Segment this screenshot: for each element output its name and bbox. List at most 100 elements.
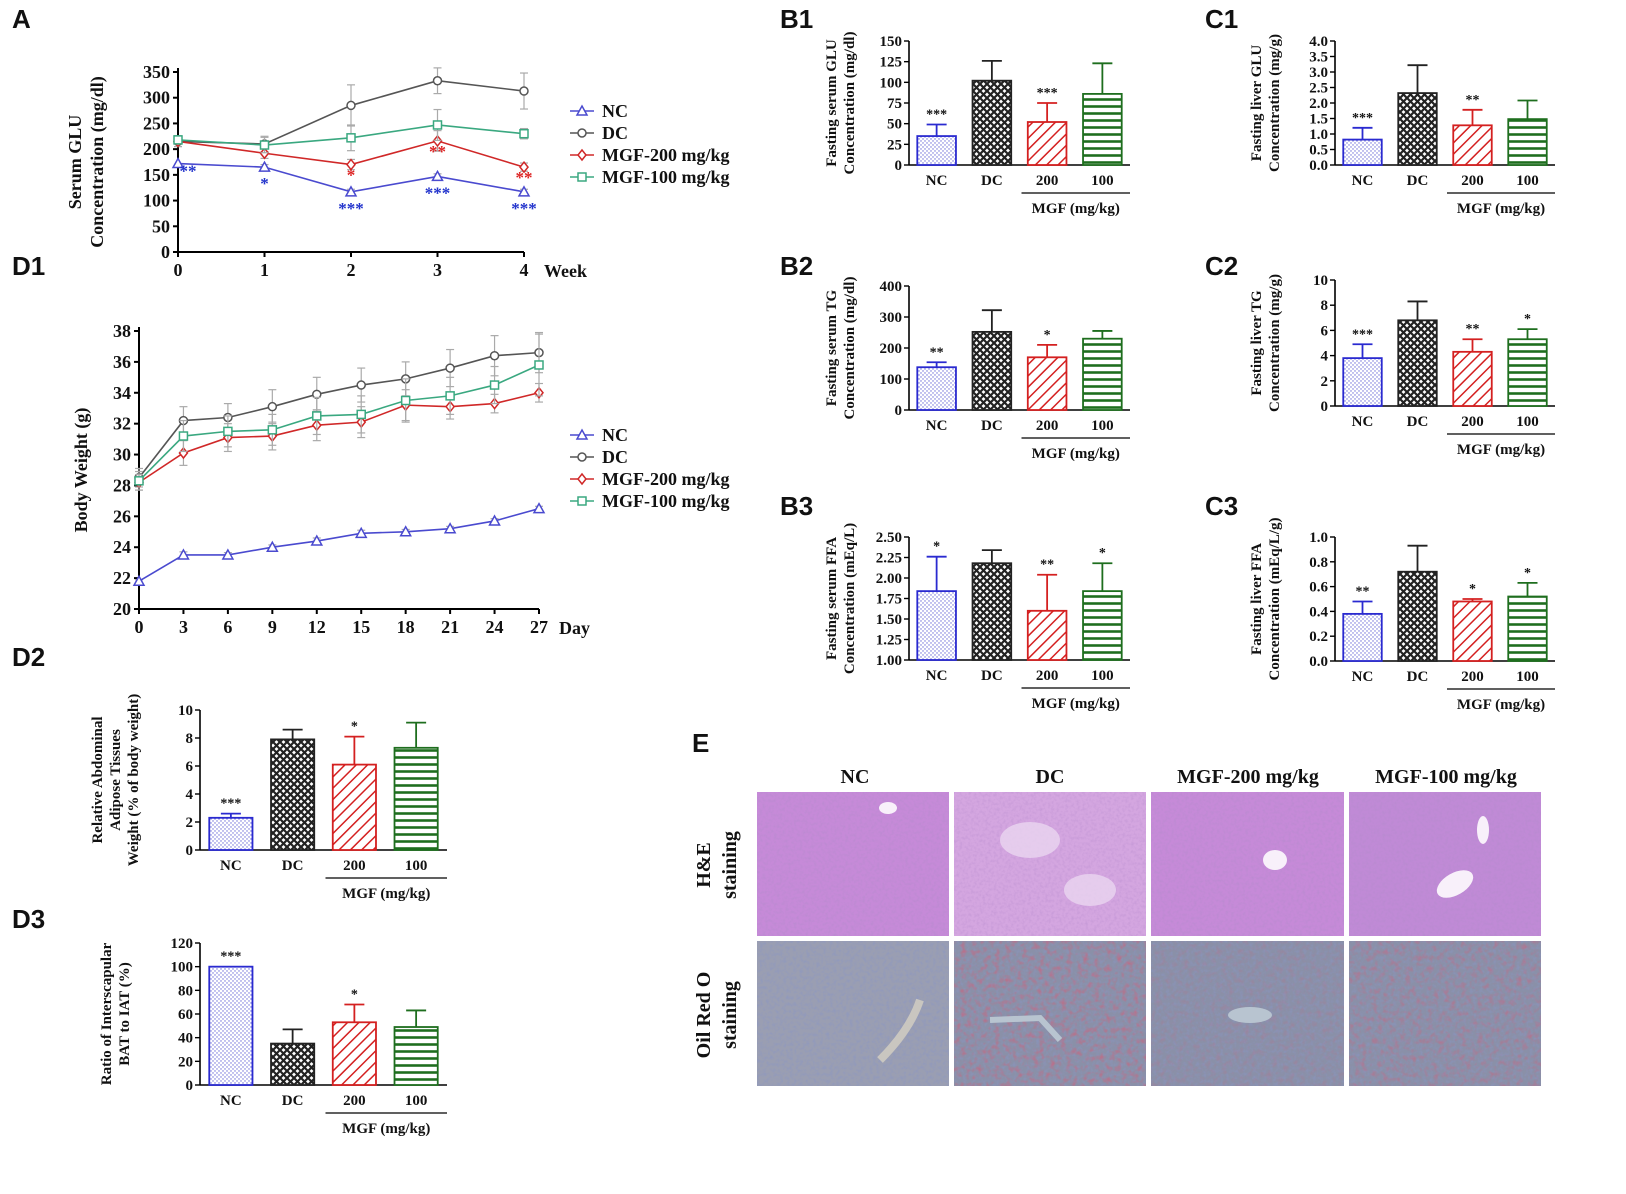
C2-ylabel-line-1: Concentration (mg/g): [1267, 274, 1283, 412]
B3-ylabel-line-1: Concentration (mEq/L): [842, 523, 858, 674]
y-tick-label: 0.6: [1309, 580, 1328, 596]
data-point: [346, 158, 356, 171]
bar-group-nc: *** NC: [1342, 111, 1383, 189]
C1-ylabel: Fasting liver GLU Concentration (mg/g): [1249, 34, 1283, 172]
A-ylabel-line-0: Serum GLU: [65, 115, 85, 210]
data-point: [267, 401, 278, 412]
panel-label-b2: B2: [780, 251, 813, 281]
panel-label-b3: B3: [780, 491, 813, 521]
y-tick-label: 2.5: [1309, 81, 1328, 97]
oro-image-dc: [954, 941, 1146, 1086]
x-tick-label: 6: [223, 617, 232, 637]
y-tick-label: 100: [880, 372, 903, 388]
panel-label-c3: C3: [1205, 491, 1238, 521]
data-point: [354, 526, 368, 539]
data-point: [258, 160, 271, 172]
x-tick-label: DC: [282, 1093, 304, 1109]
C1-ylabel-line-0: Fasting liver GLU: [1249, 45, 1265, 162]
D1-ylabel-line-0: Body Weight (g): [71, 408, 92, 533]
x-tick-label: DC: [981, 418, 1003, 434]
x-tick-label: 15: [352, 617, 370, 637]
y-tick-label: 60: [178, 1007, 193, 1023]
x-axis-label: Week: [544, 261, 587, 281]
bar-group-100: 100: [393, 1009, 439, 1109]
column-label-mgf200: MGF-200 mg/kg: [1177, 766, 1319, 788]
y-tick-label: 0.8: [1309, 555, 1328, 571]
data-point: [445, 363, 455, 373]
y-tick-label: 1.00: [876, 653, 902, 669]
B2-ylabel: Fasting serum TG Concentration (mg/dl): [824, 277, 858, 420]
y-tick-label: 4: [186, 787, 194, 803]
y-tick-label: 6: [1321, 323, 1329, 339]
data-point: [432, 75, 443, 86]
row-label-oro-line1: Oil Red O: [693, 972, 715, 1059]
significance-label: **: [930, 345, 944, 360]
significance-label: *: [351, 988, 358, 1003]
x-tick-label: 24: [486, 617, 504, 637]
he-image-nc: [757, 792, 949, 936]
y-tick-label: 0: [186, 843, 194, 859]
data-point: [173, 135, 183, 145]
data-point: [356, 380, 366, 390]
y-tick-label: 1.0: [1309, 530, 1328, 546]
bar-group-200: ** 200: [1452, 93, 1493, 189]
y-tick-label: 150: [880, 34, 903, 50]
D2-ylabel: Relative Abdominal Adipose Tissues Weight …: [90, 694, 142, 867]
data-point: [344, 185, 358, 197]
y-tick-label: 50: [152, 216, 170, 236]
x-tick-label: 9: [268, 617, 277, 637]
significance-label: **: [1466, 93, 1480, 108]
y-tick-label: 0: [161, 242, 170, 262]
bar: [1342, 357, 1383, 407]
bar-group-100: 100: [393, 721, 439, 874]
D1-ylabel: Body Weight (g): [71, 408, 92, 533]
data-point: [519, 86, 529, 96]
bar-group-dc: DC: [971, 59, 1013, 189]
y-tick-label: 30: [113, 445, 131, 465]
y-tick-label: 38: [113, 321, 131, 341]
bar: [393, 746, 439, 851]
oro-image-nc: [757, 941, 949, 1086]
significance-label: ***: [220, 950, 241, 965]
C2-ylabel: Fasting liver TG Concentration (mg/g): [1249, 274, 1283, 412]
data-point: [431, 169, 444, 182]
bar-group-nc: ** NC: [916, 345, 957, 434]
he-image-mgf200: [1151, 792, 1344, 936]
C1-ylabel-line-1: Concentration (mg/g): [1267, 34, 1283, 172]
significance-label: *: [351, 720, 358, 735]
y-tick-label: 10: [178, 703, 193, 719]
y-tick-label: 1.5: [1309, 112, 1328, 128]
series-mgf-100-mg-kg: [134, 333, 544, 491]
chart-a: A 0 50 100 150 200 250 300 350 0 1 2 3 4 Week Serum GLU…: [12, 4, 730, 281]
legend-marker: [577, 472, 587, 486]
x-tick-label: DC: [981, 668, 1003, 684]
y-tick-label: 40: [178, 1031, 193, 1047]
y-tick-label: 3.5: [1309, 50, 1328, 66]
significance-label: ***: [926, 107, 947, 122]
significance-label: *: [1524, 312, 1531, 327]
bar: [208, 965, 254, 1086]
chart-c2: C2 0 2 4 6 8 10 *** NC DC ** 200 * 100 MGF (mg/kg) Fast…: [1205, 251, 1555, 458]
legend-label: MGF-200 mg/kg: [602, 145, 730, 165]
significance-label: *: [1099, 546, 1106, 561]
legend-marker: [577, 148, 587, 162]
series-mgf-100-mg-kg: [173, 108, 529, 154]
bar: [1397, 570, 1438, 662]
x-tick-label: 100: [1516, 414, 1539, 430]
y-tick-label: 22: [113, 568, 131, 588]
bar-group-nc: *** NC: [208, 797, 254, 874]
legend-label: NC: [602, 101, 628, 121]
panel-label-d1: D1: [12, 251, 45, 281]
chart-b1: B1 0 25 50 75 100 125 150 *** NC DC *** 200 100 MGF (m…: [780, 4, 1130, 217]
bar-group-100: * 100: [1082, 546, 1123, 684]
x-tick-label: NC: [926, 418, 948, 434]
panel-label-a: A: [12, 4, 31, 34]
chart-c3: C3 0.0 0.2 0.4 0.6 0.8 1.0 ** NC DC * 200 * 100 MGF (m…: [1205, 491, 1555, 713]
y-tick-label: 300: [143, 88, 170, 108]
data-point: [259, 140, 270, 150]
bar: [208, 816, 254, 851]
y-tick-label: 0.5: [1309, 143, 1328, 159]
legend-label: DC: [602, 447, 628, 467]
x-tick-label: 27: [530, 617, 548, 637]
